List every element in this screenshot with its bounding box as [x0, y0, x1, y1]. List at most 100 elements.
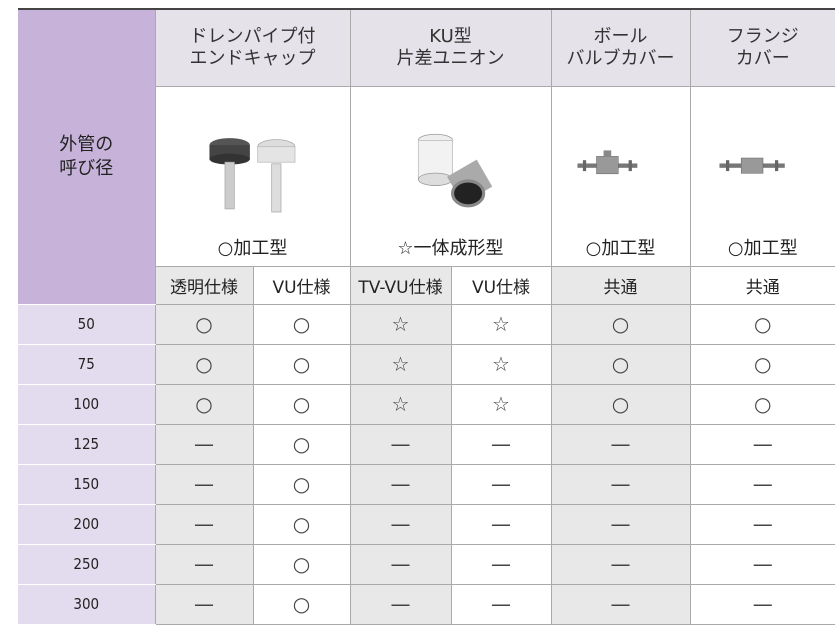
product-image-cell: ○加工型: [550, 86, 690, 267]
availability-mark: ○: [252, 464, 350, 505]
availability-mark: —: [154, 424, 253, 465]
data-row: 75 ○ ○ ☆ ☆ ○ ○: [18, 344, 835, 385]
variant-row: 透明仕様 VU仕様 TV-VU仕様 VU仕様 共通 共通: [18, 266, 835, 305]
availability-mark: —: [349, 504, 451, 545]
product-image-cell: ☆一体成形型: [349, 86, 551, 267]
availability-mark: —: [450, 584, 551, 625]
availability-mark: —: [154, 584, 253, 625]
variant-label: VU仕様: [450, 266, 551, 305]
availability-mark: ○: [252, 304, 350, 345]
availability-mark: —: [550, 424, 690, 465]
data-row: 150— ○ — — — —: [18, 464, 835, 505]
table-wrap: 外管の 呼び径 ドレンパイプ付 エンドキャップ KU型 片差ユニオン ボール バルブカバー フラ…: [18, 8, 835, 625]
diameter-label: 75: [18, 344, 155, 385]
product-name-line: バルブカバー: [566, 47, 675, 69]
availability-mark: —: [550, 464, 690, 505]
data-row: 250— ○ — — — —: [18, 544, 835, 585]
availability-mark: ○: [252, 344, 350, 385]
image-row: ○加工型 ☆一体成形型 ○加工型 ○加工型: [18, 86, 835, 267]
diameter-label: 125: [18, 424, 155, 465]
product-name: ボール バルブカバー: [550, 9, 690, 87]
availability-mark: —: [154, 504, 253, 545]
diameter-label: 200: [18, 504, 155, 545]
availability-mark: ○: [252, 424, 350, 465]
availability-mark: —: [689, 464, 835, 505]
data-row: 100 ○ ○ ☆ ☆ ○ ○: [18, 384, 835, 425]
availability-mark: ☆: [450, 304, 551, 345]
availability-mark: —: [154, 544, 253, 585]
product-name-line: KU型: [429, 25, 472, 47]
availability-mark: —: [689, 544, 835, 585]
product-name-line: カバー: [735, 47, 790, 69]
method-label: ○加工型: [727, 237, 798, 259]
product-image-cell: ○加工型: [154, 86, 350, 267]
product-name-line: ボール: [593, 25, 648, 47]
availability-mark: —: [689, 504, 835, 545]
availability-mark: ○: [550, 344, 690, 385]
availability-mark: —: [349, 464, 451, 505]
availability-mark: ○: [689, 344, 835, 385]
variant-label: 透明仕様: [154, 266, 253, 305]
corner-line: 外管の: [59, 133, 114, 155]
product-image: [576, 149, 637, 174]
data-row: 125— ○ — — — —: [18, 424, 835, 465]
availability-mark: —: [450, 504, 551, 545]
availability-mark: —: [450, 544, 551, 585]
availability-mark: ○: [252, 504, 350, 545]
availability-mark: —: [689, 424, 835, 465]
availability-mark: —: [349, 544, 451, 585]
availability-mark: ☆: [349, 384, 451, 425]
product-image: [719, 157, 785, 174]
availability-mark: ☆: [450, 344, 551, 385]
availability-mark: ☆: [349, 344, 451, 385]
availability-mark: —: [550, 584, 690, 625]
variant-label: 共通: [689, 266, 835, 305]
availability-mark: —: [550, 544, 690, 585]
availability-mark: ○: [550, 384, 690, 425]
availability-mark: —: [154, 464, 253, 505]
variant-label: VU仕様: [252, 266, 350, 305]
availability-mark: —: [450, 424, 551, 465]
diameter-label: 100: [18, 384, 155, 425]
method-label: ○加工型: [217, 237, 288, 259]
spec-table: 外管の 呼び径 ドレンパイプ付 エンドキャップ KU型 片差ユニオン ボール バルブカバー フラ…: [18, 8, 835, 625]
product-name: フランジ カバー: [689, 9, 835, 87]
availability-mark: ○: [550, 304, 690, 345]
data-row: 200— ○ — — — —: [18, 504, 835, 545]
availability-mark: —: [450, 464, 551, 505]
availability-mark: ○: [689, 304, 835, 345]
availability-mark: ○: [154, 304, 253, 345]
product-image-cell: ○加工型: [689, 86, 835, 267]
corner-cell: 外管の 呼び径: [18, 9, 155, 305]
diameter-label: 250: [18, 544, 155, 585]
product-name-line: 片差ユニオン: [396, 47, 505, 69]
method-label: ☆一体成形型: [397, 237, 504, 259]
product-image: [417, 133, 492, 207]
product-image: [208, 137, 295, 212]
availability-mark: —: [550, 504, 690, 545]
availability-mark: ○: [252, 544, 350, 585]
availability-mark: ○: [252, 584, 350, 625]
header-row: 外管の 呼び径 ドレンパイプ付 エンドキャップ KU型 片差ユニオン ボール バルブカバー フラ…: [18, 9, 835, 305]
product-name-line: フランジ: [726, 25, 799, 47]
variant-label: 共通: [550, 266, 690, 305]
availability-mark: ○: [154, 344, 253, 385]
availability-mark: —: [349, 584, 451, 625]
method-label: ○加工型: [585, 237, 656, 259]
diameter-label: 150: [18, 464, 155, 505]
corner-line: 呼び径: [59, 157, 114, 179]
availability-mark: ☆: [349, 304, 451, 345]
diameter-label: 50: [18, 304, 155, 345]
variant-label: TV-VU仕様: [349, 266, 451, 305]
product-name: KU型 片差ユニオン: [349, 9, 551, 87]
product-name: ドレンパイプ付 エンドキャップ: [154, 9, 350, 87]
availability-mark: ○: [154, 384, 253, 425]
availability-mark: —: [689, 584, 835, 625]
availability-mark: ○: [252, 384, 350, 425]
availability-mark: ○: [689, 384, 835, 425]
data-row: 50 ○ ○ ☆ ☆ ○ ○: [18, 304, 835, 345]
product-name-line: エンドキャップ: [189, 47, 316, 69]
availability-mark: —: [349, 424, 451, 465]
diameter-label: 300: [18, 584, 155, 625]
